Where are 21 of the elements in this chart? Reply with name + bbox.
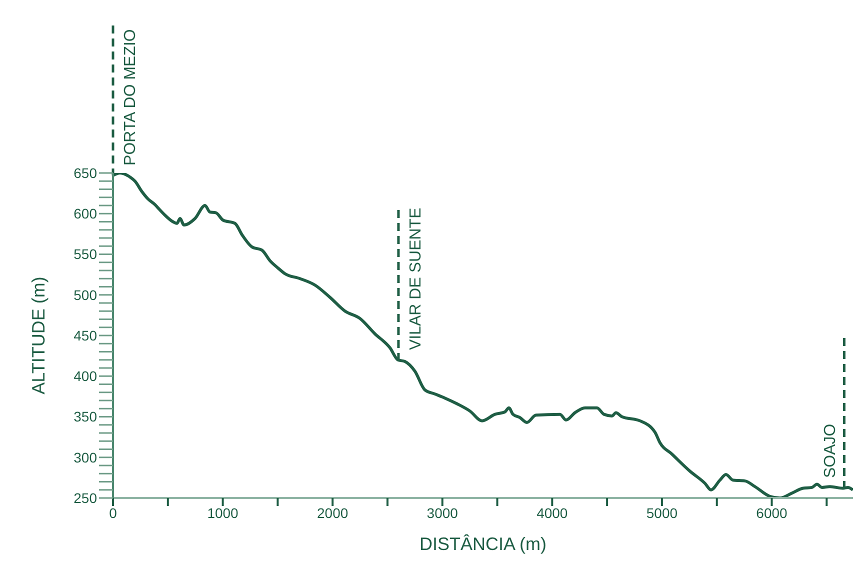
x-tick-label: 0: [109, 504, 118, 521]
y-tick-label: 450: [74, 327, 98, 344]
y-tick-label: 300: [74, 449, 98, 466]
y-tick-label: 550: [74, 246, 98, 262]
x-tick-label: 3000: [426, 504, 458, 521]
x-tick-label: 6000: [756, 504, 788, 521]
x-tick-label: 2000: [317, 504, 348, 521]
ref-line-label: SOAJO: [822, 424, 840, 478]
x-tick-label: 1000: [207, 504, 239, 521]
ref-line-label: PORTA DO MEZIO: [122, 29, 139, 166]
x-axis-title: DISTÂNCIA (m): [419, 534, 547, 554]
ref-line-label: VILAR DE SUENTE: [407, 208, 424, 350]
y-tick-label: 350: [74, 408, 98, 425]
y-tick-label: 400: [74, 368, 98, 384]
x-tick-label: 4000: [536, 504, 568, 521]
y-tick-label: 650: [74, 164, 98, 181]
x-tick-label: 5000: [646, 504, 678, 521]
y-tick-label: 600: [74, 206, 98, 222]
y-tick-label: 250: [74, 490, 98, 506]
y-axis-title: ALTITUDE (m): [28, 276, 48, 394]
y-tick-label: 500: [74, 286, 98, 303]
